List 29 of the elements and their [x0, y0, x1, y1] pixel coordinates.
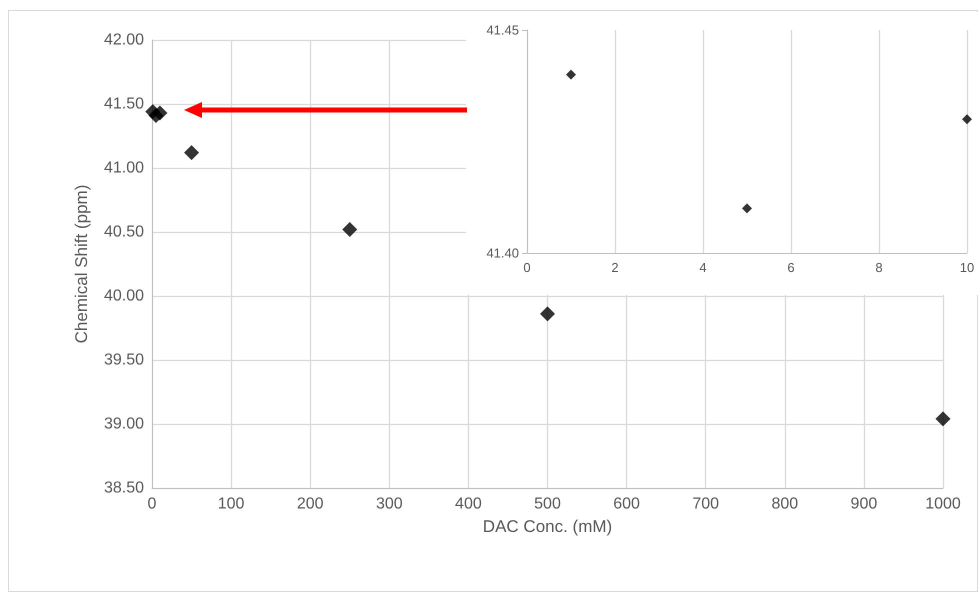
x-axis-title: DAC Conc. (mM) — [482, 517, 612, 536]
x-tick-label: 4 — [699, 260, 707, 275]
x-tick-label: 700 — [692, 496, 720, 512]
y-tick-label: 38.50 — [104, 480, 144, 496]
x-tick-label: 500 — [534, 496, 561, 512]
x-tick-label: 0 — [148, 496, 157, 512]
x-tick-label: 900 — [850, 496, 878, 512]
y-tick-label: 39.00 — [104, 416, 144, 432]
x-tick-label: 600 — [613, 496, 640, 512]
x-tick-label: 1000 — [925, 496, 961, 512]
x-tick-label: 200 — [296, 496, 324, 512]
x-tick-label: 8 — [875, 260, 883, 275]
y-tick-label: 41.40 — [486, 246, 519, 260]
x-tick-label: 100 — [218, 496, 245, 512]
y-axis-title: Chemical Shift (ppm) — [72, 184, 91, 344]
y-tick-label: 41.45 — [486, 22, 519, 38]
y-tick-label: 40.00 — [104, 288, 144, 304]
y-tick-label: 41.50 — [104, 96, 144, 112]
y-tick-label: 41.00 — [104, 160, 144, 176]
x-tick-label: 2 — [611, 260, 619, 275]
x-tick-label: 10 — [960, 260, 974, 275]
x-tick-label: 400 — [455, 496, 482, 512]
x-tick-label: 300 — [376, 496, 403, 512]
x-tick-label: 6 — [787, 260, 795, 275]
x-tick-label: 800 — [771, 496, 798, 512]
x-tick-label: 0 — [523, 260, 531, 275]
y-tick-label: 40.50 — [104, 224, 144, 240]
y-tick-label: 39.50 — [104, 352, 144, 368]
y-tick-label: 42.00 — [104, 32, 144, 48]
